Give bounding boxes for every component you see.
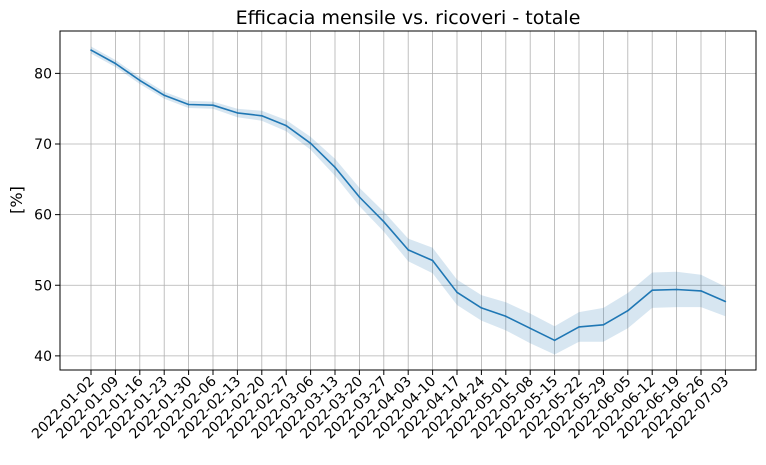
data-point — [383, 220, 385, 223]
data-point — [90, 49, 92, 51]
data-point — [358, 196, 361, 198]
data-point — [309, 142, 312, 145]
data-point — [480, 307, 483, 309]
y-tick-label: 60 — [34, 208, 52, 224]
data-point — [505, 315, 507, 318]
y-tick-label: 80 — [34, 66, 52, 82]
y-axis: 40 50 60 70 80 — [34, 66, 60, 365]
series-line — [90, 49, 727, 342]
data-point — [334, 166, 336, 169]
data-point — [651, 289, 653, 291]
chart-title: Efficacia mensile vs. ricoveri - totale — [236, 7, 581, 29]
grid — [60, 31, 756, 370]
data-point — [212, 104, 214, 106]
data-point — [285, 124, 288, 127]
data-point — [700, 290, 702, 292]
data-point — [456, 291, 458, 294]
data-point — [553, 339, 556, 342]
x-axis: 2022-01-022022-01-092022-01-162022-01-23… — [29, 370, 732, 442]
data-point — [578, 326, 580, 328]
data-point — [407, 249, 410, 251]
y-axis-label: [%] — [7, 186, 26, 214]
data-point — [163, 94, 165, 97]
data-point — [114, 62, 117, 65]
data-point — [627, 309, 629, 312]
data-point — [529, 327, 531, 330]
y-tick-label: 70 — [34, 137, 52, 153]
data-point — [236, 112, 239, 114]
y-tick-label: 40 — [34, 349, 52, 365]
data-point — [261, 114, 263, 117]
data-point — [139, 79, 141, 82]
data-point — [602, 324, 605, 326]
data-point — [187, 103, 190, 106]
data-point — [431, 259, 434, 262]
y-tick-label: 50 — [34, 278, 52, 294]
data-point — [724, 300, 727, 303]
data-point — [675, 288, 678, 291]
